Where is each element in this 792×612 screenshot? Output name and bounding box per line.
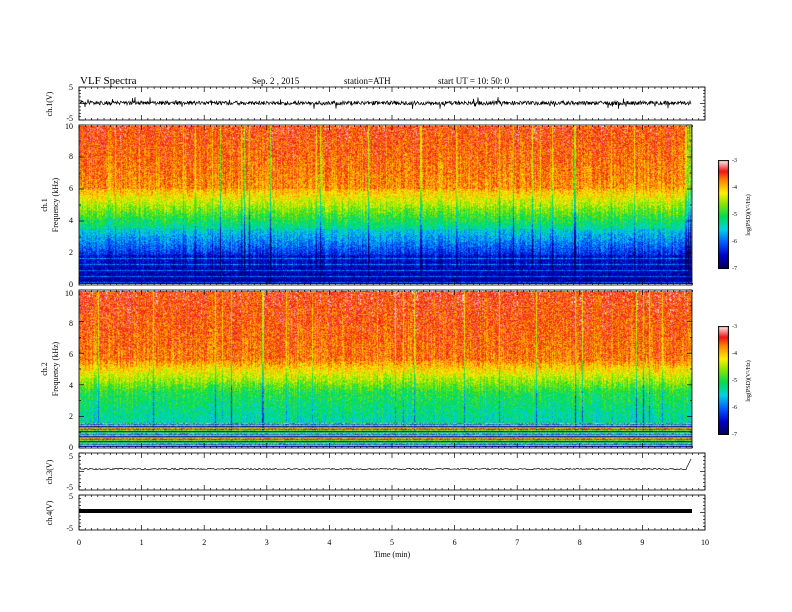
time-tick-label: 4 <box>327 538 331 547</box>
time-axis-label: Time (min) <box>374 550 411 559</box>
colorbar-tick-label: -6 <box>732 405 737 411</box>
time-tick-label: 2 <box>202 538 206 547</box>
ch1-waveform-yticks: 5 -5 <box>66 83 73 123</box>
ch1-freq-tick-10: 10 <box>65 122 73 131</box>
ch2-colorbar-label: log(PSD)(V²/Hz) <box>745 360 752 401</box>
ch1-ytick-bottom: -5 <box>66 114 73 123</box>
ch2-freq-tick-0: 0 <box>69 443 73 452</box>
ch1-ytick-top: 5 <box>69 83 73 92</box>
colorbar-tick-label: -3 <box>732 324 737 330</box>
ch1-freq-tick-2: 2 <box>69 248 73 257</box>
colorbar-tick-label: -3 <box>732 158 737 164</box>
start-time-label: start UT = 10: 50: 0 <box>438 76 510 86</box>
colorbar-tick-label: -5 <box>732 212 737 218</box>
colorbar-tick-label: -5 <box>732 378 737 384</box>
colorbar-tick-label: -6 <box>732 239 737 245</box>
time-tick-label: 7 <box>515 538 519 547</box>
ch1-colorbar-label: log(PSD)(V²/Hz) <box>745 194 752 235</box>
colorbar-tick-label: -7 <box>732 432 737 438</box>
ch2-freq-tick-6: 6 <box>69 350 73 359</box>
ch1-freq-tick-4: 4 <box>69 216 73 225</box>
colorbar-tick-label: -4 <box>732 351 737 357</box>
ch2-freq-tick-4: 4 <box>69 381 73 390</box>
time-tick-label: 0 <box>77 538 81 547</box>
time-axis-tick-labels: 0 1 2 3 4 5 6 7 8 9 10 <box>77 538 709 547</box>
ch1-freq-tick-8: 8 <box>69 152 73 161</box>
ch3-waveform-yticks: 5 -5 <box>66 452 73 492</box>
ch1-spectrogram-ylabel-frequency: Frequency (kHz) <box>51 177 60 232</box>
ch4-waveform-trace <box>79 509 692 513</box>
ch2-spectrogram-ylabel-channel: ch.2 <box>40 362 49 376</box>
date-label: Sep. 2 , 2015 <box>252 76 300 86</box>
ch2-colorbar-ticks: -3 -4 -5 -6 -7 <box>732 324 737 438</box>
ch2-freq-tick-8: 8 <box>69 319 73 328</box>
colorbar-tick-label: -7 <box>732 266 737 272</box>
ch3-waveform-ylabel: ch.3(V) <box>45 459 54 484</box>
time-tick-label: 8 <box>578 538 582 547</box>
ch2-freq-tick-2: 2 <box>69 412 73 421</box>
ch3-ytick-top: 5 <box>69 452 73 461</box>
ch4-ytick-bottom: -5 <box>66 524 73 533</box>
ch1-freq-tick-6: 6 <box>69 184 73 193</box>
ch1-colorbar-ticks: -3 -4 -5 -6 -7 <box>732 158 737 272</box>
ch1-spectrogram-yticks: 0 2 4 6 8 10 <box>65 122 73 289</box>
figure-title: VLF Spectra <box>80 75 137 87</box>
ch1-spectrogram-image <box>79 126 692 284</box>
ch4-waveform-yticks: 5 -5 <box>66 492 73 533</box>
ch1-colorbar <box>718 160 729 269</box>
ch3-waveform-trace <box>79 458 692 471</box>
ch2-colorbar <box>718 326 729 435</box>
ch1-freq-tick-0: 0 <box>69 280 73 289</box>
ch1-spectrogram-ylabel-channel: ch.1 <box>40 198 49 212</box>
ch2-spectrogram-image <box>79 291 692 447</box>
ch2-freq-tick-10: 10 <box>65 289 73 298</box>
ch3-waveform-frame <box>78 452 706 491</box>
ch2-spectrogram-yticks: 0 2 4 6 8 10 <box>65 289 73 452</box>
ch1-waveform-ylabel: ch.1(V) <box>45 91 54 116</box>
time-tick-label: 5 <box>390 538 394 547</box>
colorbar-tick-label: -4 <box>732 185 737 191</box>
time-tick-label: 6 <box>453 538 457 547</box>
time-tick-label: 9 <box>640 538 644 547</box>
axis-ticks <box>78 86 706 531</box>
time-tick-label: 3 <box>265 538 269 547</box>
ch2-spectrogram-ylabel-frequency: Frequency (kHz) <box>51 341 60 396</box>
ch3-ytick-bottom: -5 <box>66 483 73 492</box>
time-tick-label: 10 <box>701 538 709 547</box>
station-label: station=ATH <box>344 76 391 86</box>
time-tick-label: 1 <box>140 538 144 547</box>
ch4-waveform-ylabel: ch.4(V) <box>45 500 54 525</box>
ch1-waveform-trace <box>79 97 692 110</box>
ch4-ytick-top: 5 <box>69 492 73 501</box>
